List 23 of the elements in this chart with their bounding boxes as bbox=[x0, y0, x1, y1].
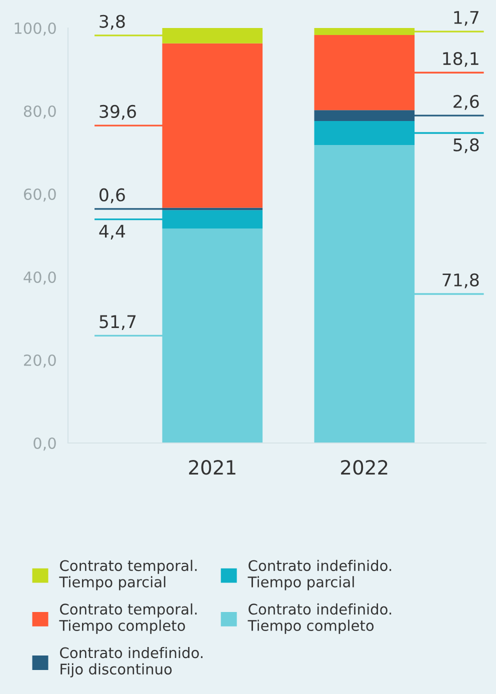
data-label: 51,7 bbox=[100, 315, 136, 330]
legend-label: Contrato temporal. Tiempo completo bbox=[59, 603, 197, 634]
legend-label: Contrato temporal. Tiempo parcial bbox=[59, 560, 197, 590]
y-tick-label: 100,0 bbox=[14, 22, 56, 36]
y-tick-label: 60,0 bbox=[24, 188, 56, 202]
data-label: 1,7 bbox=[454, 11, 478, 26]
data-label: 3,8 bbox=[100, 14, 125, 30]
y-tick-label: 40,0 bbox=[24, 271, 56, 285]
data-label: 4,4 bbox=[99, 224, 126, 240]
data-label: 18,1 bbox=[443, 52, 478, 67]
y-tick-label: 0,0 bbox=[34, 437, 56, 451]
data-label: 0,6 bbox=[100, 188, 125, 204]
y-tick-label: 20,0 bbox=[24, 354, 56, 368]
legend-label: Contrato indefinido. Tiempo completo bbox=[248, 603, 392, 634]
x-tick-label: 2021 bbox=[189, 460, 236, 475]
legend-label: Contrato indefinido. Tiempo parcial bbox=[248, 560, 392, 590]
data-label: 39,6 bbox=[100, 104, 136, 120]
legend-label: Contrato indefinido. Fijo discontinuo bbox=[60, 646, 202, 678]
data-label: 5,8 bbox=[454, 138, 479, 154]
data-label: 71,8 bbox=[442, 273, 479, 288]
data-label: 2,6 bbox=[454, 94, 479, 110]
x-tick-label: 2022 bbox=[341, 460, 388, 475]
y-tick-label: 80,0 bbox=[24, 105, 56, 119]
